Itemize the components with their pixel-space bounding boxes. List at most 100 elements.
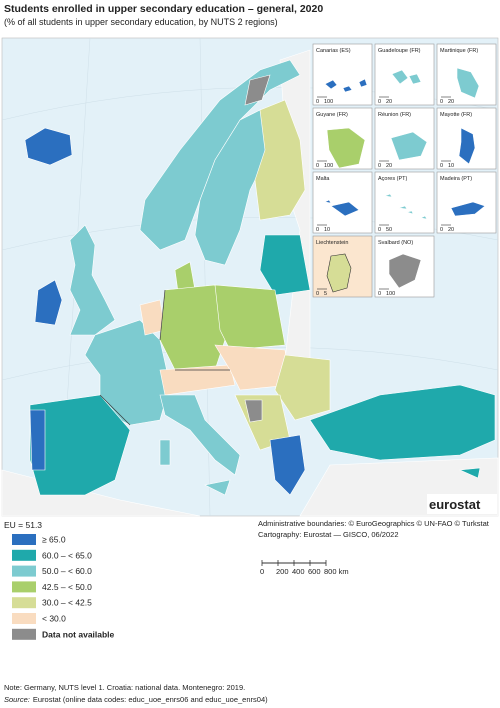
region-sardinia [159,439,171,466]
region-sicily [204,479,231,496]
region-uk [69,224,116,336]
note: Note: Germany, NUTS level 1. Croatia: na… [4,683,245,692]
inset-scale-label: 0 [316,227,319,233]
scale-bar: 0 200 400 600 800 km [260,560,349,576]
inset: Mayotte (FR) 0 10 [436,107,497,170]
inset-scale-label: 0 [316,163,319,169]
legend-swatch [12,597,36,609]
inset-shape [450,201,486,217]
inset-shape [390,131,428,161]
region-ireland [34,279,63,326]
region-alpine [159,364,236,396]
inset-label: Svalbard (NO) [378,240,413,246]
inset-frame [312,43,373,106]
inset: Guadeloupe (FR) 0 20 [374,43,435,106]
inset-scale-label: 20 [448,99,454,105]
region-iceland [24,127,73,166]
scale-bar-label: 400 [292,567,305,576]
inset: Guyane (FR) 0 100 [312,107,373,170]
credit: Cartography: Eurostat — GISCO, 06/2022 [258,530,399,539]
legend: ≥ 65.0 60.0 – < 65.0 50.0 – < 60.0 42.5 – <… [12,534,115,640]
inset-frame [374,171,435,234]
region-finland [254,99,306,221]
inset-scale-label: 50 [386,227,392,233]
inset-scale-label: 5 [324,291,327,297]
inset-label: Martinique (FR) [440,48,478,54]
legend-swatch [12,613,36,624]
region-central [214,344,291,391]
inset-scale-label: 0 [316,291,319,297]
region-portugal [29,409,46,471]
inset-scale-label: 0 [440,227,443,233]
region-norway [139,59,301,251]
inset: Svalbard (NO) 0 100 [374,235,435,298]
inset-frame [436,171,497,234]
legend-label: < 30.0 [42,614,66,624]
region-italy [159,394,241,476]
inset-scale-label: 100 [324,163,333,169]
legend-label: ≥ 65.0 [42,535,66,545]
inset-scale-label: 0 [378,99,381,105]
inset-shape [326,127,366,169]
regions [24,59,496,496]
legend-swatch [12,534,36,545]
inset: Liechtenstein 0 5 [312,235,373,298]
inset-scale-label: 100 [324,99,333,105]
inset: Madeira (PT) 0 20 [436,171,497,234]
inset-label: Mayotte (FR) [440,112,472,118]
inset-scale-label: 0 [316,99,319,105]
source: Source: Eurostat (online data codes: educ… [4,695,268,704]
inset-scale-label: 0 [440,163,443,169]
inset-label: Canarias (ES) [316,48,351,54]
inset-shape [324,78,368,93]
scale-bar-label: 0 [260,567,264,576]
scale-bar-label: 200 [276,567,289,576]
inset-shape [383,193,428,220]
inset-label: Guyane (FR) [316,112,348,118]
inset-scale-label: 0 [378,291,381,297]
border [99,394,131,426]
inset-label: Malta [316,176,330,182]
inset: Réunion (FR) 0 20 [374,107,435,170]
inset-scale-label: 10 [324,227,330,233]
inset-scale-label: 100 [386,291,395,297]
border [159,289,166,341]
country-borders [99,289,230,426]
inset-label: Liechtenstein [316,240,348,246]
region-baltics [259,234,311,296]
inset-scale-label: 20 [448,227,454,233]
inset: Açores (PT) 0 50 [374,171,435,234]
legend-label: 50.0 – < 60.0 [42,566,92,576]
legend-label: Data not available [42,629,115,639]
region-norway-na [244,74,271,106]
subtitle: (% of all students in upper secondary ed… [4,17,278,27]
credit: Administrative boundaries: © EuroGeograp… [258,519,490,528]
inset-shape [388,253,422,289]
region-turkey [309,384,496,461]
legend-swatch [12,565,36,577]
region-germany [159,284,226,371]
region-bosnia [244,399,263,423]
inset: Martinique (FR) 0 20 [436,43,497,106]
inset-frame [312,171,373,234]
inset-scale-label: 0 [378,163,381,169]
source-label: Source: [4,695,30,704]
legend-summary: EU = 51.3 [4,520,42,530]
scale-bar-label: 800 km [324,567,349,576]
region-cyprus [458,467,481,479]
inset-shape [326,253,352,293]
legend-label: 42.5 – < 50.0 [42,582,92,592]
inset-label: Réunion (FR) [378,112,411,118]
legend-swatch [12,549,36,561]
logo: eurostat [429,497,481,512]
source-text: Eurostat (online data codes: educ_uoe_en… [33,695,268,704]
inset: Canarias (ES) 0 100 [312,43,373,106]
inset: Malta 0 10 [312,171,373,234]
region-sweden [194,109,271,266]
inset-scale-label: 0 [378,227,381,233]
legend-swatch [12,581,36,593]
title: Students enrolled in upper secondary edu… [4,3,323,15]
